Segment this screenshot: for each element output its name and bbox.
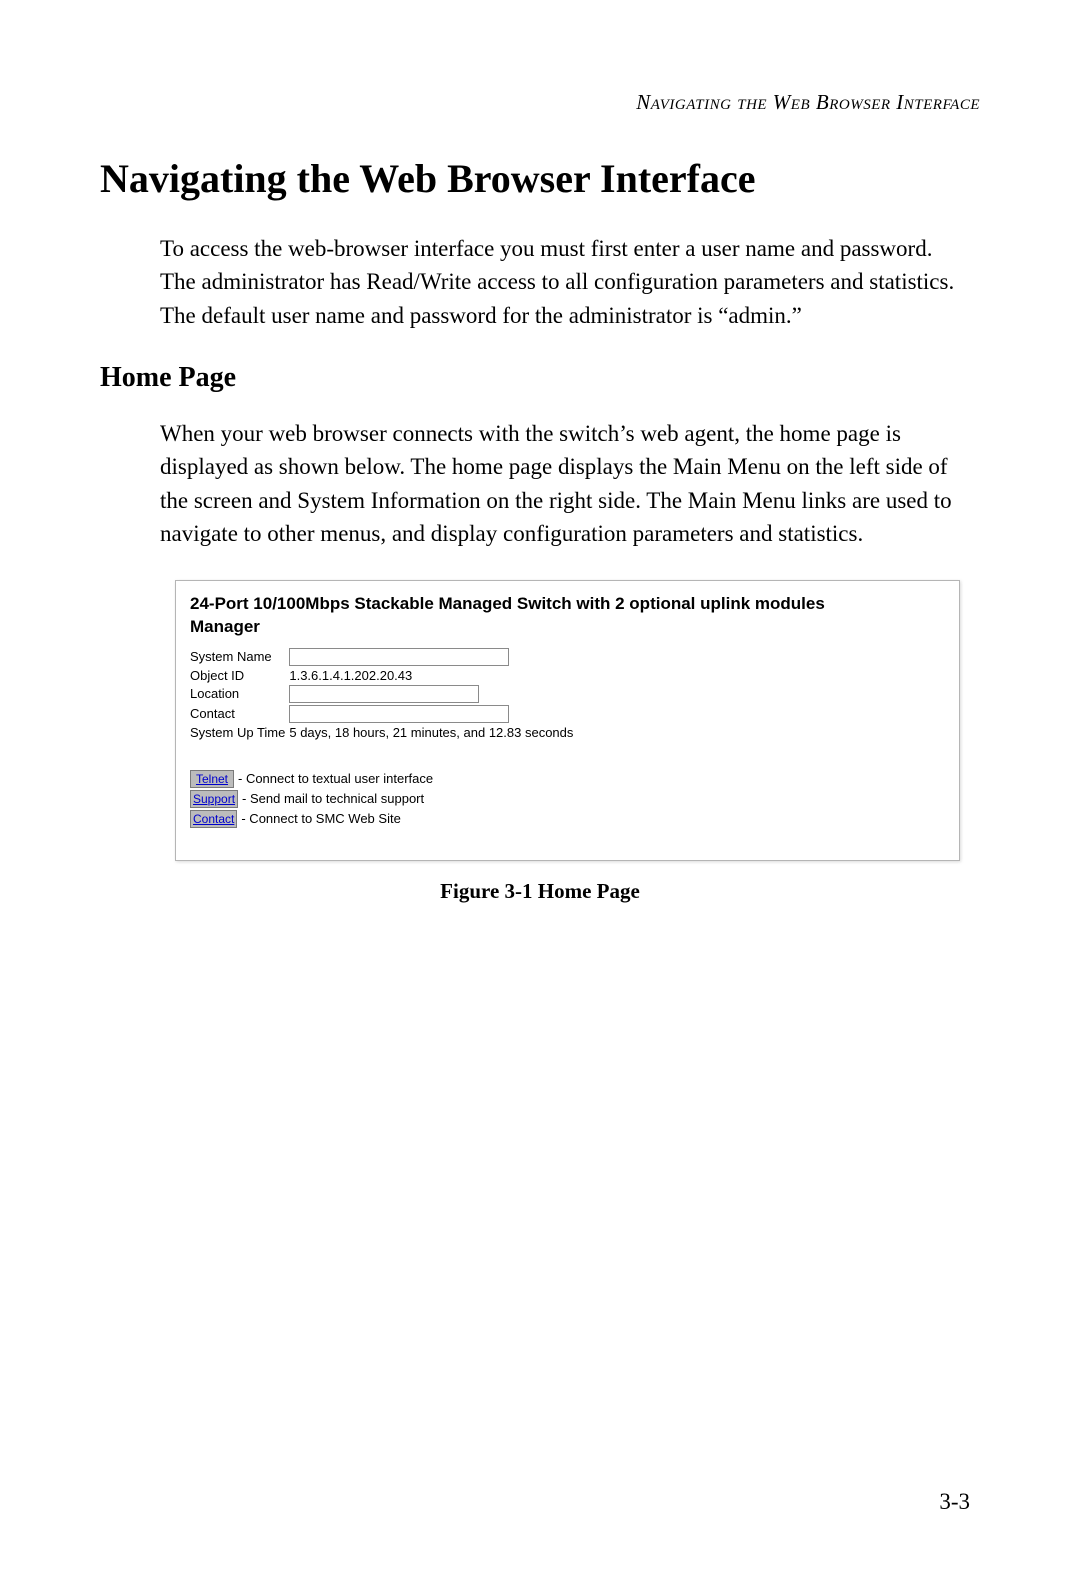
section-heading-home-page: Home Page <box>100 362 980 394</box>
row-label: Object ID <box>190 668 289 685</box>
contact-desc: - Connect to SMC Web Site <box>241 811 400 826</box>
contact-input[interactable] <box>289 705 509 723</box>
window-title-line1: 24-Port 10/100Mbps Stackable Managed Swi… <box>190 594 825 613</box>
running-header: Navigating the Web Browser Interface <box>100 90 980 115</box>
table-row: System Up Time 5 days, 18 hours, 21 minu… <box>190 725 577 742</box>
intro-paragraph: To access the web-browser interface you … <box>160 232 970 332</box>
section-paragraph: When your web browser connects with the … <box>160 417 970 550</box>
window-title: 24-Port 10/100Mbps Stackable Managed Swi… <box>190 593 945 637</box>
link-row-support: Support - Send mail to technical support <box>190 790 945 808</box>
row-label: System Up Time <box>190 725 289 742</box>
link-row-telnet: Telnet - Connect to textual user interfa… <box>190 770 945 788</box>
telnet-button[interactable]: Telnet <box>190 770 234 788</box>
support-button[interactable]: Support <box>190 790 238 808</box>
object-id-value: 1.3.6.1.4.1.202.20.43 <box>289 668 577 685</box>
support-desc: - Send mail to technical support <box>242 791 424 806</box>
contact-button[interactable]: Contact <box>190 810 237 828</box>
links-block: Telnet - Connect to textual user interfa… <box>190 770 945 828</box>
window-title-line2: Manager <box>190 617 260 636</box>
figure-caption: Figure 3-1 Home Page <box>100 879 980 904</box>
telnet-desc: - Connect to textual user interface <box>238 771 433 786</box>
table-row: Location <box>190 685 577 705</box>
row-label: Location <box>190 685 289 705</box>
table-row: System Name <box>190 648 577 668</box>
table-row: Object ID 1.3.6.1.4.1.202.20.43 <box>190 668 577 685</box>
uptime-value: 5 days, 18 hours, 21 minutes, and 12.83 … <box>289 725 577 742</box>
table-row: Contact <box>190 705 577 725</box>
system-name-input[interactable] <box>289 648 509 666</box>
system-info-table: System Name Object ID 1.3.6.1.4.1.202.20… <box>190 648 577 742</box>
document-page: Navigating the Web Browser Interface Nav… <box>0 0 1080 1570</box>
page-number: 3-3 <box>939 1489 970 1515</box>
row-label: System Name <box>190 648 289 668</box>
location-input[interactable] <box>289 685 479 703</box>
link-row-contact: Contact - Connect to SMC Web Site <box>190 810 945 828</box>
page-title: Navigating the Web Browser Interface <box>100 155 980 202</box>
row-label: Contact <box>190 705 289 725</box>
home-page-screenshot: 24-Port 10/100Mbps Stackable Managed Swi… <box>175 580 960 860</box>
